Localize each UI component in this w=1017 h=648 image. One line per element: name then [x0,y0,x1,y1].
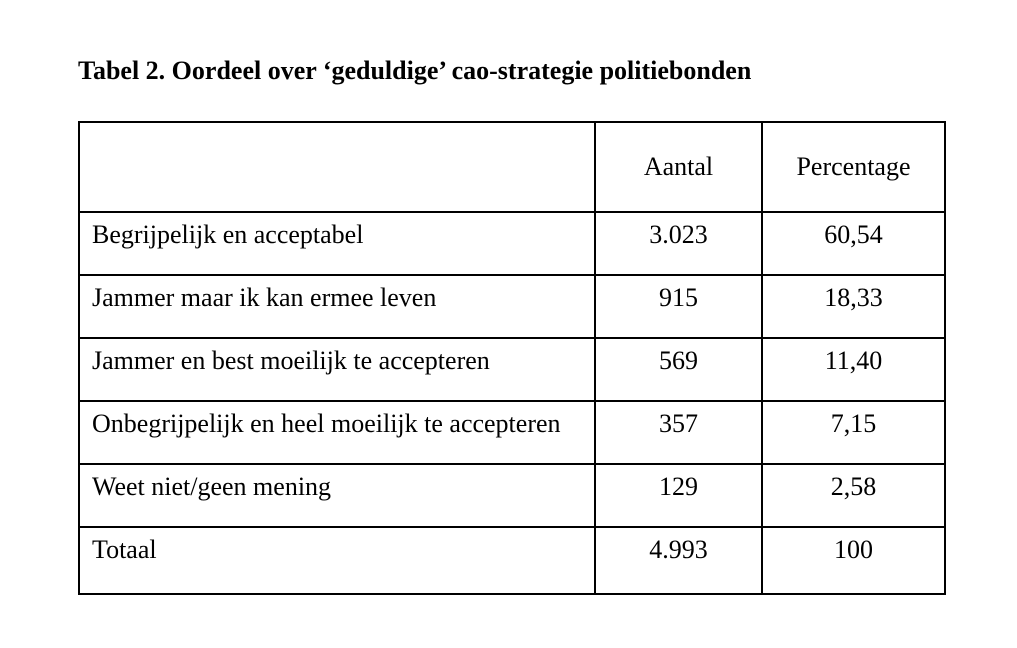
cell-percentage: 7,15 [761,400,946,465]
row-label: Onbegrijpelijk en heel moeilijk te accep… [78,400,596,465]
cell-aantal: 569 [594,337,763,402]
cell-percentage: 100 [761,526,946,595]
cell-percentage: 11,40 [761,337,946,402]
data-table: Aantal Percentage Begrijpelijk en accept… [78,121,946,595]
table-row-totaal: Totaal 4.993 100 [78,526,946,595]
row-label: Jammer en best moeilijk te accepteren [78,337,596,402]
cell-percentage: 60,54 [761,211,946,276]
table-row: Weet niet/geen mening 129 2,58 [78,463,946,528]
cell-percentage: 2,58 [761,463,946,528]
table-row: Begrijpelijk en acceptabel 3.023 60,54 [78,211,946,276]
cell-aantal: 357 [594,400,763,465]
header-percentage: Percentage [761,121,946,213]
cell-aantal: 3.023 [594,211,763,276]
table-row: Jammer en best moeilijk te accepteren 56… [78,337,946,402]
table-caption: Tabel 2. Oordeel over ‘geduldige’ cao-st… [78,56,752,85]
table-row: Jammer maar ik kan ermee leven 915 18,33 [78,274,946,339]
cell-percentage: 18,33 [761,274,946,339]
cell-aantal: 915 [594,274,763,339]
row-label: Weet niet/geen mening [78,463,596,528]
table-header-row: Aantal Percentage [78,121,946,213]
row-label: Jammer maar ik kan ermee leven [78,274,596,339]
row-label: Begrijpelijk en acceptabel [78,211,596,276]
row-label: Totaal [78,526,596,595]
cell-aantal: 129 [594,463,763,528]
cell-aantal: 4.993 [594,526,763,595]
table-row: Onbegrijpelijk en heel moeilijk te accep… [78,400,946,465]
header-empty-cell [78,121,596,213]
header-aantal: Aantal [594,121,763,213]
